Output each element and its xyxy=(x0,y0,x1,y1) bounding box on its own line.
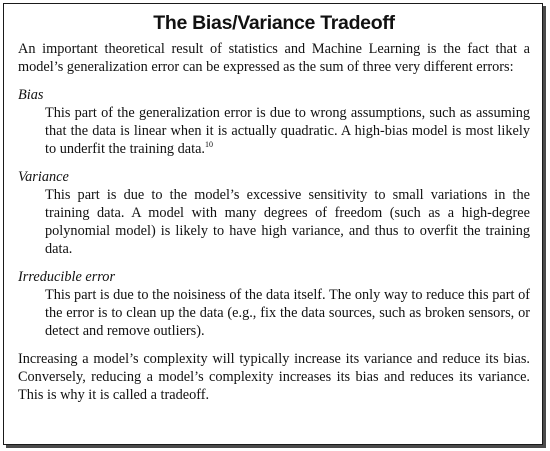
term-variance: Variance xyxy=(18,169,69,185)
definition-bias: This part of the generalization error is… xyxy=(18,104,530,158)
definition-variance: This part is due to the model’s excessiv… xyxy=(45,187,530,257)
term-bias: Bias xyxy=(18,87,44,103)
definition-bias-text: This part of the generalization error is… xyxy=(45,105,530,157)
conclusion-paragraph: Increasing a model’s complexity will typ… xyxy=(18,351,530,403)
footnote-reference[interactable]: 10 xyxy=(205,140,213,150)
sidebar-box: The Bias/Variance Tradeoff An important … xyxy=(3,3,543,445)
term-irreducible-error: Irreducible error xyxy=(18,269,116,285)
sidebar-title: The Bias/Variance Tradeoff xyxy=(153,12,395,34)
intro-paragraph: An important theoretical result of stati… xyxy=(18,41,530,75)
definition-irreducible-error: This part is due to the noisiness of the… xyxy=(45,287,530,339)
